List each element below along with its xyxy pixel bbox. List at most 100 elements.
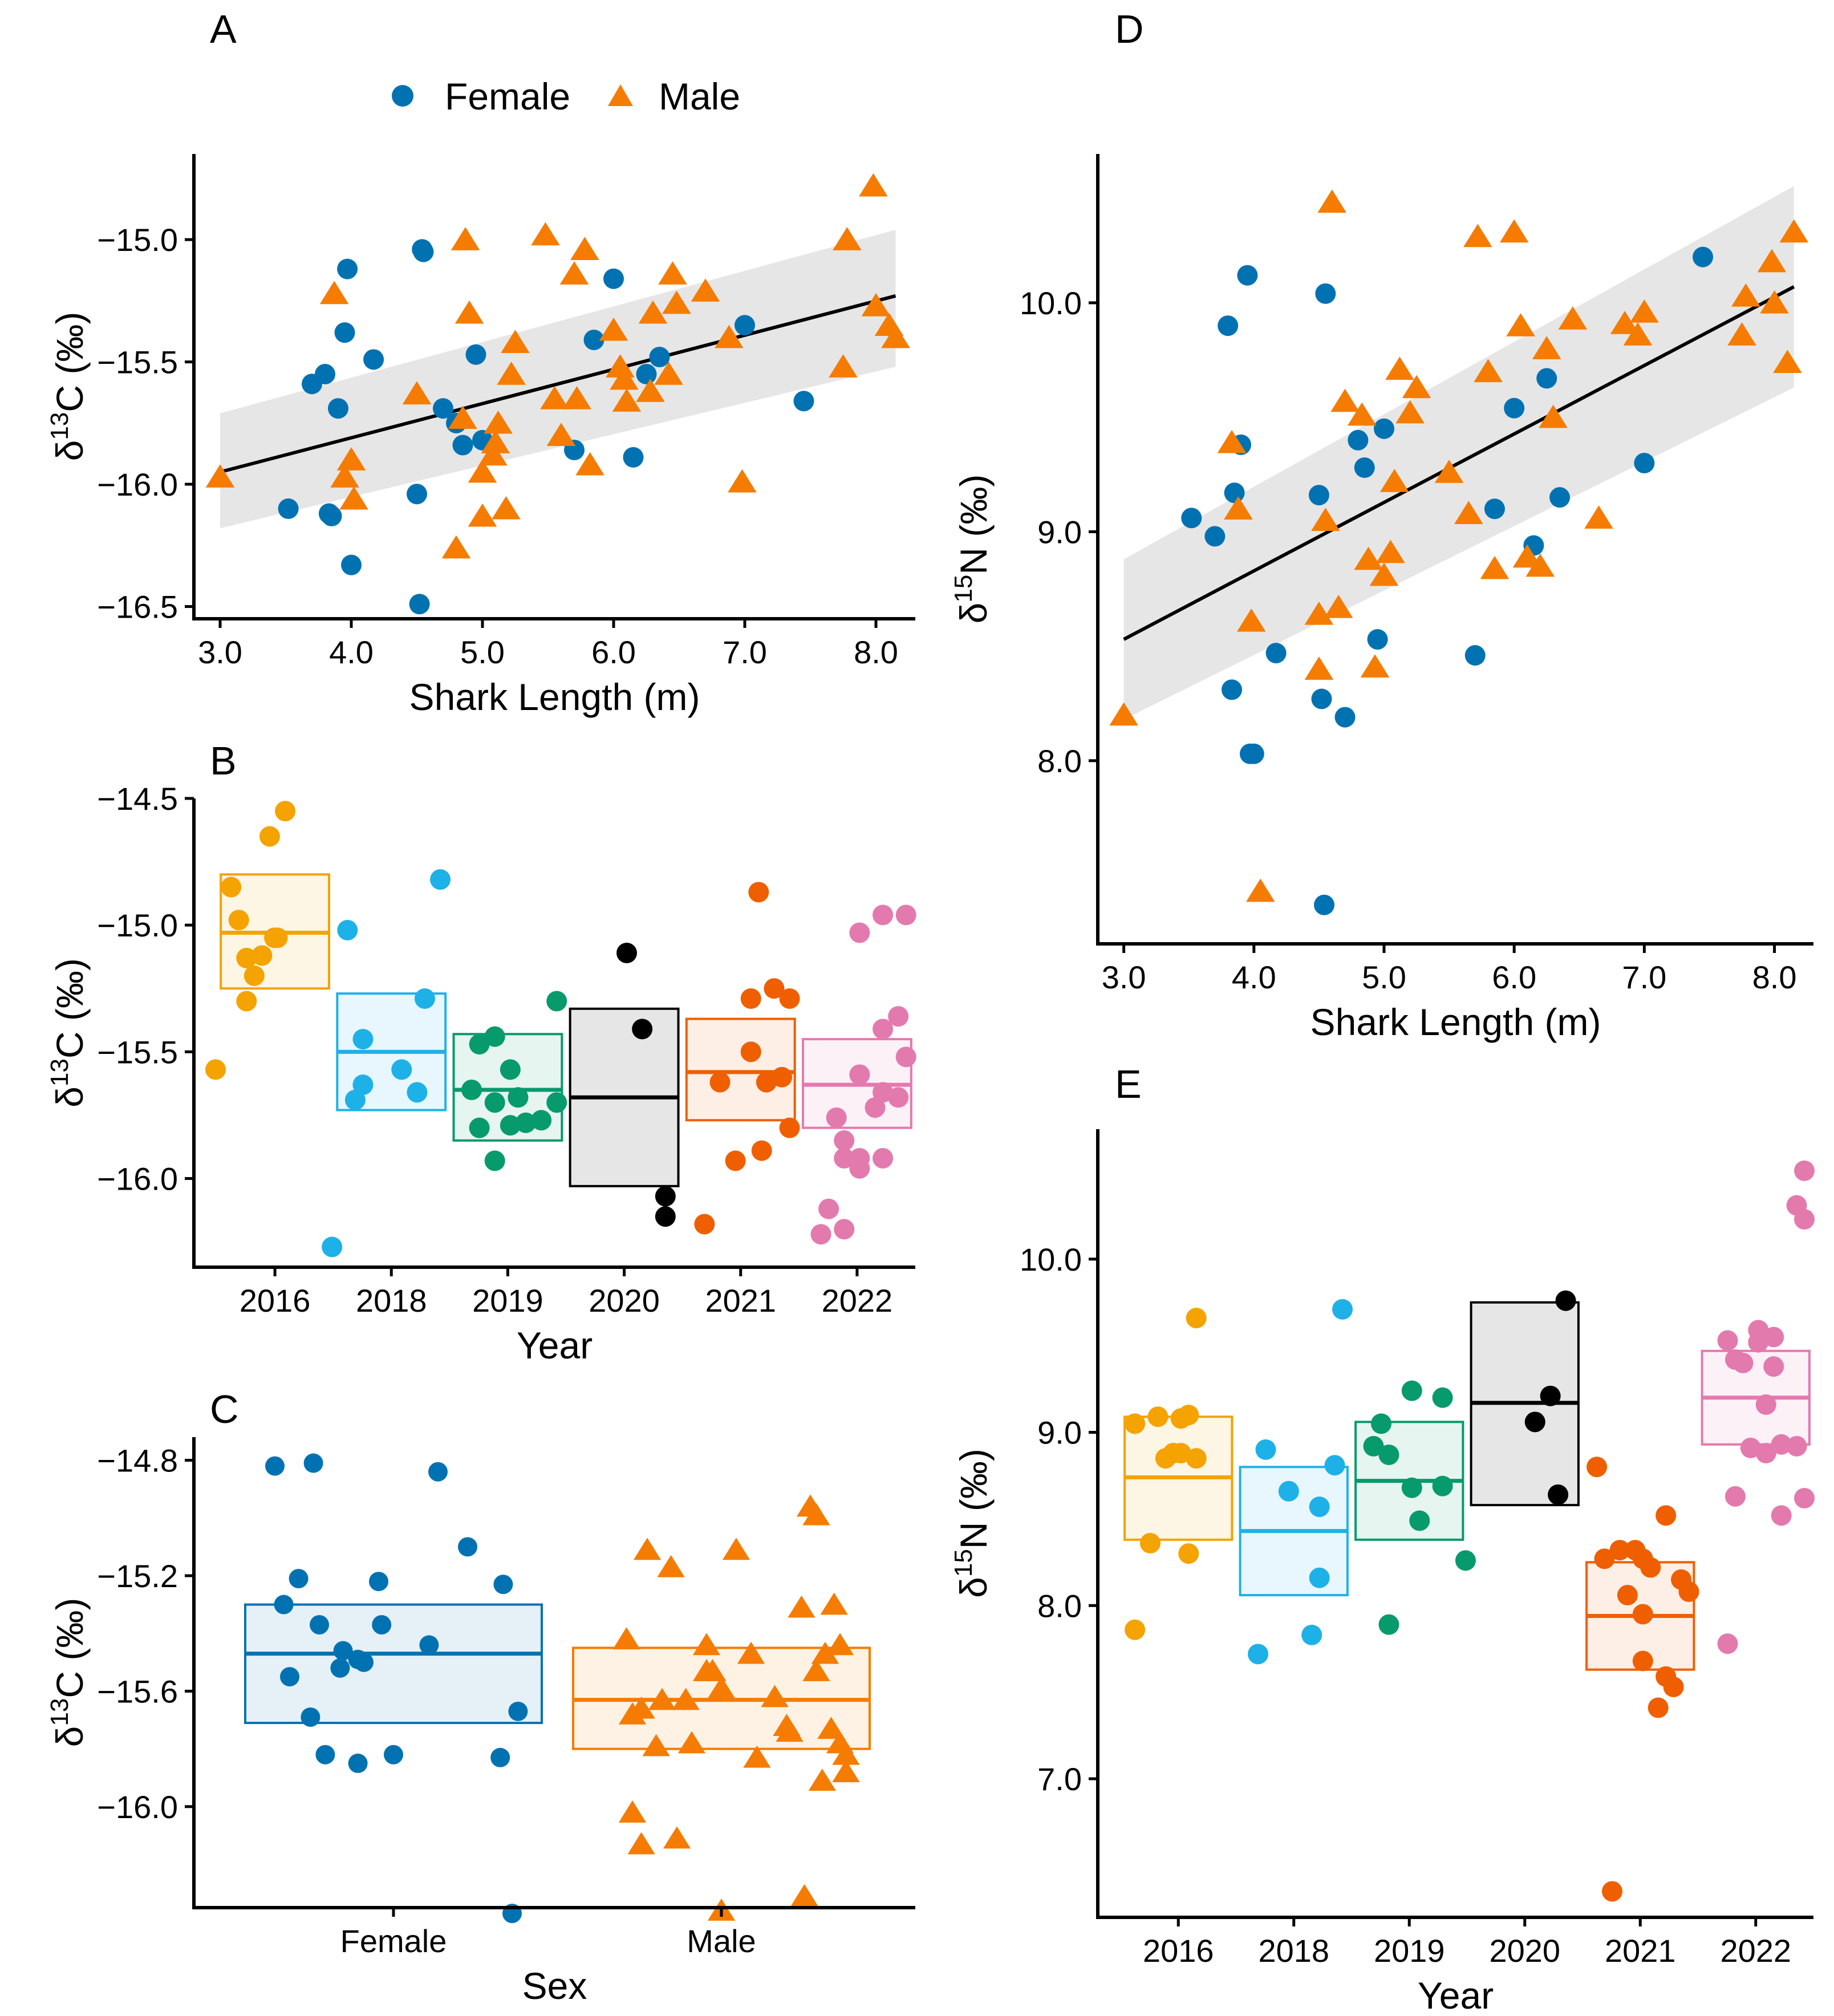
panel-c-point-female (419, 1635, 439, 1655)
panel-c-point-male (832, 1760, 860, 1782)
panel-E-point-2022 (1794, 1487, 1815, 1508)
panel-B-xtick-label: 2022 (822, 1283, 893, 1319)
panel-B-point-2016 (236, 991, 257, 1012)
panel-A-xlabel: Shark Length (m) (409, 676, 700, 718)
panel-B-point-2022 (873, 1147, 894, 1169)
panel-D-point-female (1484, 498, 1505, 520)
panel-A-point-female (623, 447, 644, 468)
panel-C-xtick-label: Female (340, 1923, 447, 1959)
panel-D-ytick-label: 9.0 (1037, 514, 1082, 550)
panel-E-point-2019 (1432, 1475, 1453, 1496)
panel-E-ytick-label: 8.0 (1037, 1588, 1082, 1624)
panel-E-point-2022 (1786, 1435, 1807, 1457)
panel-D-point-male (1236, 608, 1266, 632)
panel-c-point-male (663, 1826, 691, 1849)
panel-E-point-2022 (1717, 1330, 1738, 1351)
panel-C-xlabel: Sex (522, 1965, 587, 2007)
panel-D-letter: D (1115, 7, 1144, 51)
panel-A-xtick-label: 8.0 (854, 634, 898, 670)
panel-B-point-2021 (709, 1072, 731, 1093)
panel-D-point-female (1314, 894, 1335, 915)
panel-E-xtick-label: 2022 (1720, 1933, 1791, 1969)
panel-c-point-female (490, 1747, 510, 1767)
panel-D-point-female (1348, 429, 1369, 451)
panel-D-fit-line (1123, 285, 1795, 641)
panel-B-point-2021 (751, 1140, 772, 1161)
panel-D-point-female (1308, 485, 1329, 506)
panel-E-point-2022 (1748, 1332, 1769, 1353)
panel-c-box-female (244, 1603, 543, 1725)
panel-c-point-male (802, 1658, 830, 1681)
panel-A-confidence-band (220, 229, 896, 529)
panel-a: −16.5 −16.0 −15.5 −15.0 3.0 4.0 5.0 6.0 7.0 8.0 Sh… (46, 7, 915, 718)
panel-D-axes (1096, 154, 1813, 946)
panel-B-point-2019 (508, 1087, 529, 1108)
panel-D-point-female (1504, 397, 1525, 419)
panel-E-point-2016 (1178, 1543, 1199, 1564)
panel-B-point-2019 (461, 1079, 482, 1100)
panel-B-xtick-label: 2020 (589, 1283, 660, 1319)
panel-E-xtick-label: 2020 (1489, 1933, 1560, 1969)
panel-D-point-female (1354, 457, 1375, 478)
panel-D-point-male (1779, 219, 1809, 243)
panel-E-point-2019 (1455, 1550, 1476, 1571)
panel-B-xtick-label: 2019 (472, 1283, 543, 1319)
panel-D-xtick-label: 8.0 (1752, 959, 1797, 995)
panel-A-point-female (409, 594, 430, 615)
panel-A-point-male (612, 388, 642, 412)
panel-A-point-female (465, 344, 486, 365)
panel-D-point-female (1222, 679, 1243, 700)
panel-B-point-2021 (740, 1041, 761, 1062)
panel-A-point-female (341, 554, 362, 575)
panel-D-xtick-label: 5.0 (1362, 959, 1406, 995)
panel-E-point-2018 (1301, 1624, 1322, 1645)
panel-D-point-male (1330, 388, 1360, 412)
panel-D-xtick-label: 4.0 (1232, 959, 1276, 995)
panel-E-xtick-label: 2021 (1605, 1933, 1676, 1969)
panel-D-point-female (1549, 487, 1571, 508)
panel-B-point-2016 (275, 801, 296, 822)
panel-B-point-2022 (849, 1064, 870, 1085)
panel-D-point-male (1317, 189, 1347, 213)
panel-B-point-2022 (873, 904, 894, 926)
panel-D-point-female (1204, 526, 1226, 547)
panel-c-point-female (265, 1456, 285, 1476)
panel-c-point-male (722, 1538, 750, 1560)
panel-D-point-female (1367, 629, 1388, 650)
panel-A-point-male (636, 379, 665, 402)
panel-C-ytick-label: −16.0 (97, 1789, 178, 1825)
panel-B-point-2022 (895, 1046, 916, 1068)
panel-E-point-2020 (1540, 1385, 1561, 1406)
panel-A-point-female (583, 330, 604, 350)
panel-D-point-female (1237, 265, 1258, 286)
panel-D-point-male (1463, 224, 1492, 248)
panel-A-point-male (728, 469, 757, 493)
panel-E-ytick-label: 7.0 (1037, 1761, 1082, 1797)
panel-B-xlabel: Year (517, 1324, 593, 1366)
panel-c-point-female (354, 1652, 374, 1672)
panel-D-point-female (1634, 452, 1655, 473)
panel-D-point-male (1402, 375, 1431, 399)
panel-A-xtick-label: 6.0 (591, 634, 636, 670)
panel-c-point-female (333, 1641, 353, 1661)
panel-A-xtick-label: 3.0 (198, 634, 242, 670)
panel-A-ytick-label: −15.0 (97, 222, 178, 258)
panel-D-point-male (1347, 402, 1377, 426)
panel-D-point-male (1434, 460, 1464, 483)
panel-A-point-male (861, 293, 891, 317)
panel-D-point-male (1360, 654, 1390, 678)
panel-B-point-2018 (414, 988, 435, 1009)
panel-B-point-2016 (228, 910, 249, 931)
panel-D-point-female (1311, 688, 1332, 709)
panel-c-point-female (310, 1615, 329, 1634)
panel-c-point-male (832, 1742, 860, 1765)
panel-D-point-female (1181, 508, 1202, 529)
panel-C-xtick-label: Male (687, 1923, 756, 1959)
panel-E-axes (1096, 1129, 1813, 1919)
panel-E-xlabel: Year (1418, 1974, 1494, 2016)
panel-B-xtick-label: 2018 (356, 1283, 427, 1319)
panel-E-letter: E (1115, 1062, 1142, 1106)
panel-A-letter: A (210, 7, 237, 51)
panel-c-point-male (707, 1676, 736, 1699)
